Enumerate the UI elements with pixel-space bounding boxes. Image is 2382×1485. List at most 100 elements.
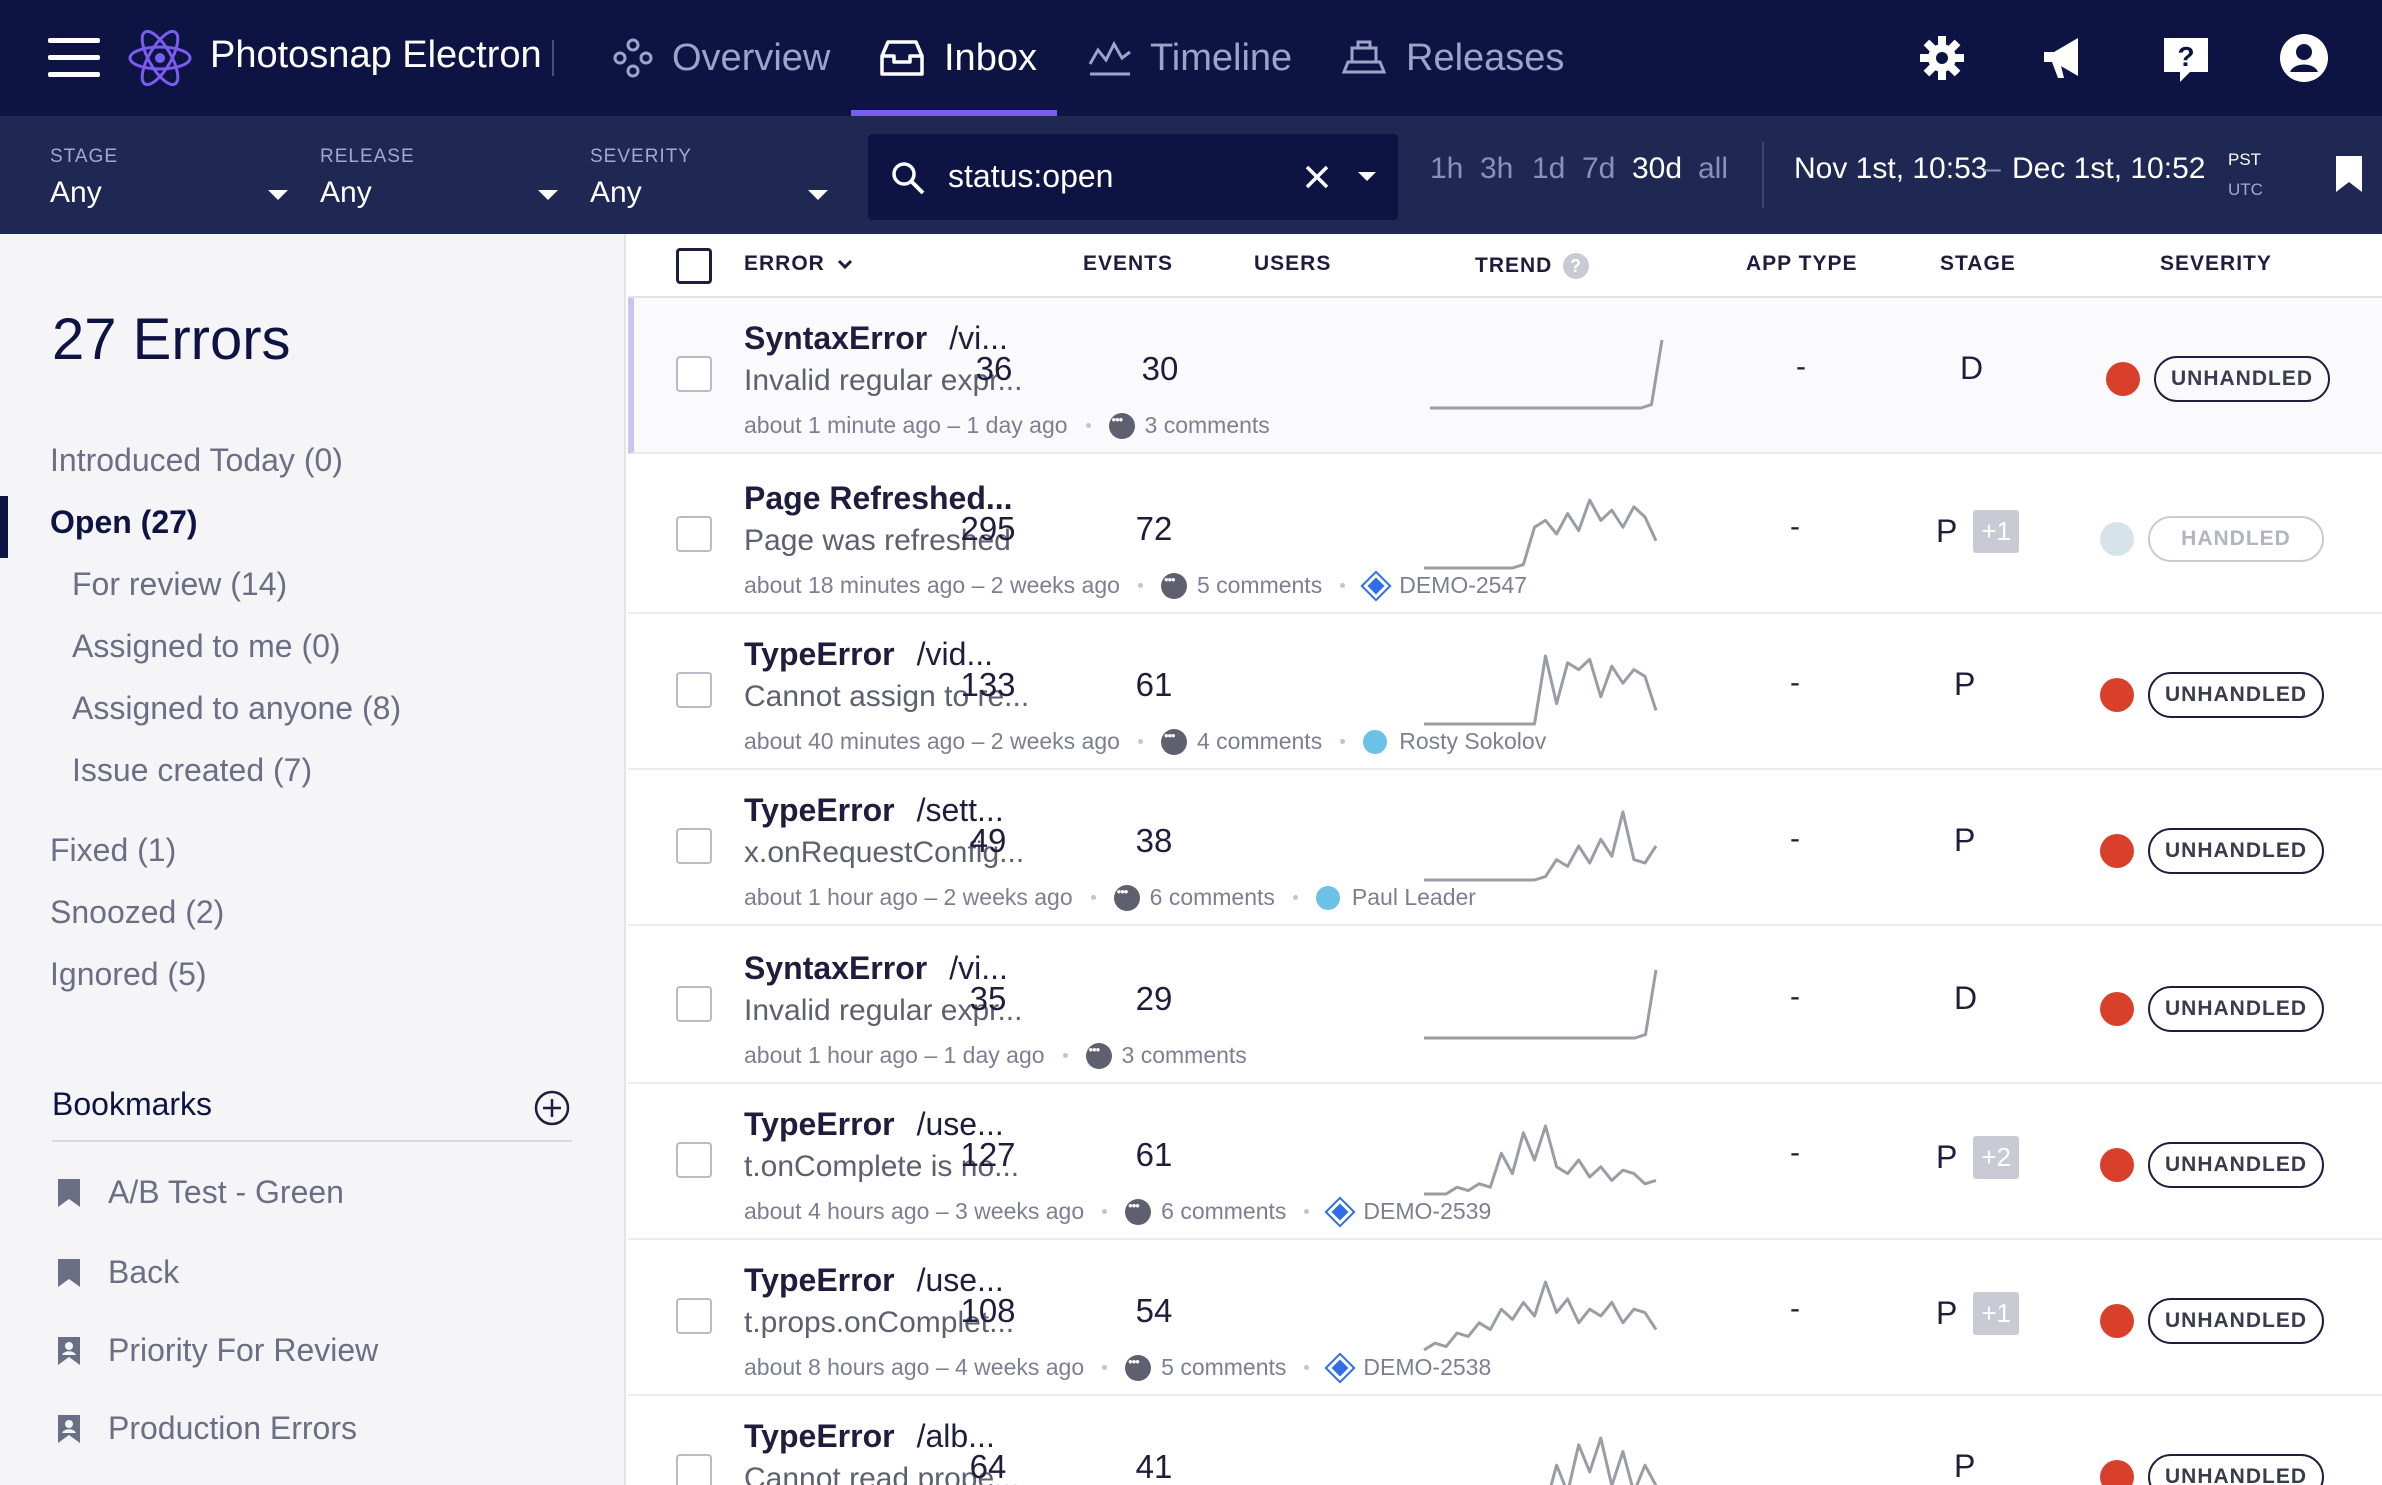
nav-releases-label: Releases [1406,36,1565,79]
chevron-down-icon [837,259,852,270]
assignee-name[interactable]: Paul Leader [1351,884,1476,910]
row-checkbox[interactable] [676,828,712,864]
add-bookmark-icon[interactable] [534,1090,570,1126]
row-checkbox[interactable] [676,1298,712,1334]
comments-count[interactable]: 4 comments [1196,728,1323,754]
stage-extra-badge[interactable]: +2 [1973,1136,2019,1179]
sidebar-item-for-review[interactable]: For review (14) [72,566,288,602]
table-row[interactable]: SyntaxError/vi... Invalid regular expr...… [628,928,2382,1084]
users-count: 38 [1135,822,1173,859]
sidebar-item-open[interactable]: Open (27) [50,504,198,540]
nav-timeline[interactable]: Timeline [1088,0,1292,116]
table-row[interactable]: TypeError/vid... Cannot assign to re... ab… [628,614,2382,770]
megaphone-icon[interactable] [2036,30,2092,86]
sidebar-item-snoozed[interactable]: Snoozed (2) [50,894,225,930]
time-range-30d[interactable]: 30d [1632,152,1683,185]
sidebar-item-introduced-today[interactable]: Introduced Today (0) [50,442,343,478]
time-range-1h[interactable]: 1h [1430,152,1464,185]
meta-separator [1090,895,1096,900]
bookmarks-divider [52,1140,572,1142]
error-title[interactable]: SyntaxError/vi... [744,950,1008,987]
error-meta: about 1 hour ago – 1 day ago 3 comments [744,1042,1247,1069]
app-type-column-header[interactable]: APP TYPE [1746,252,1858,275]
gear-icon[interactable] [1914,30,1970,86]
table-row[interactable]: Page Refreshed... Page was refreshed about… [628,458,2382,614]
comments-count[interactable]: 5 comments [1196,572,1323,598]
sidebar-item-ignored[interactable]: Ignored (5) [50,956,207,992]
stage-extra-badge[interactable]: +1 [1973,510,2019,553]
stage-column-header[interactable]: STAGE [1940,252,2016,275]
sidebar-item-fixed[interactable]: Fixed (1) [50,832,177,868]
comments-count[interactable]: 3 comments [1121,1042,1247,1068]
bookmark-priority-for-review[interactable]: Priority For Review [56,1332,378,1369]
sidebar-item-assigned-to-anyone[interactable]: Assigned to anyone (8) [72,690,402,726]
clear-search-icon[interactable] [1304,164,1330,190]
severity-status-dot [2100,1460,2134,1485]
error-title[interactable]: TypeError/vid... [744,636,993,673]
stage-filter[interactable]: STAGE Any [50,116,290,234]
time-range-3h[interactable]: 3h [1480,152,1514,185]
error-title[interactable]: TypeError/use... [744,1262,1004,1299]
save-bookmark-icon[interactable] [2332,154,2366,194]
time-range-7d[interactable]: 7d [1582,152,1616,185]
timezone-pst[interactable]: PST [2228,150,2262,169]
help-icon[interactable]: ? [2158,30,2214,86]
nav-releases[interactable]: Releases [1340,0,1564,116]
time-range-1d[interactable]: 1d [1532,152,1566,185]
table-row[interactable]: TypeError/alb... Cannot read prope... 64 41… [628,1396,2382,1485]
stage-letter: P [1954,822,1976,858]
stage-value: P [1954,822,1975,859]
bookmark-production-errors[interactable]: Production Errors [56,1410,357,1447]
linked-issue[interactable]: DEMO-2538 [1363,1354,1492,1380]
row-checkbox[interactable] [676,672,712,708]
timezone-utc[interactable]: UTC [2228,180,2263,199]
table-row[interactable]: TypeError/use... t.props.onComplet... abou… [628,1240,2382,1396]
error-title[interactable]: TypeError/alb... [744,1418,995,1455]
users-column-header[interactable]: USERS [1254,252,1332,275]
severity-filter[interactable]: SEVERITY Any [590,116,830,234]
linked-issue[interactable]: DEMO-2539 [1363,1198,1492,1224]
table-row[interactable]: TypeError/use... t.onComplete is no... abo… [628,1084,2382,1240]
time-range-all[interactable]: all [1698,152,1729,185]
date-to[interactable]: Dec 1st, 10:52 [2012,152,2206,185]
error-title[interactable]: TypeError/use... [744,1106,1004,1143]
search-input[interactable]: status:open [868,134,1398,220]
error-title[interactable]: SyntaxError/vi... [744,320,1008,357]
comments-count[interactable]: 3 comments [1144,412,1270,438]
bookmark-ab-test-green[interactable]: A/B Test - Green [56,1174,344,1211]
select-all-checkbox[interactable] [676,248,712,284]
help-icon[interactable]: ? [1562,252,1590,280]
release-filter[interactable]: RELEASE Any [320,116,560,234]
row-checkbox[interactable] [676,986,712,1022]
sidebar-item-assigned-to-me[interactable]: Assigned to me (0) [72,628,341,664]
table-row[interactable]: TypeError/sett... x.onRequestConfig... abo… [628,770,2382,926]
events-column-header[interactable]: EVENTS [1083,252,1174,275]
bookmark-back[interactable]: Back [56,1254,179,1291]
linked-issue[interactable]: DEMO-2547 [1399,572,1528,598]
search-options-chevron-icon[interactable] [1358,172,1376,181]
error-title[interactable]: TypeError/sett... [744,792,1004,829]
date-from[interactable]: Nov 1st, 10:53 [1794,152,1988,185]
comments-count[interactable]: 6 comments [1161,1198,1287,1224]
nav-overview[interactable]: Overview [612,0,830,116]
row-checkbox[interactable] [676,356,712,392]
stage-value: P +2 [1936,1136,2019,1179]
table-row[interactable]: SyntaxError/vi... Invalid regular expr...… [628,298,2382,454]
assignee-name[interactable]: Rosty Sokolov [1399,728,1547,754]
row-checkbox[interactable] [676,1454,712,1485]
row-checkbox[interactable] [676,516,712,552]
app-type-value: - [1790,980,1800,1013]
user-account-icon[interactable] [2276,30,2332,86]
nav-inbox[interactable]: Inbox [878,0,1037,116]
comments-count[interactable]: 5 comments [1161,1354,1287,1380]
users-count: 54 [1135,1292,1173,1329]
sidebar-item-issue-created[interactable]: Issue created (7) [72,752,313,788]
error-column-header[interactable]: ERROR [744,252,853,276]
meta-separator [1085,423,1091,428]
severity-column-header[interactable]: SEVERITY [2160,252,2272,275]
stage-extra-badge[interactable]: +1 [1973,1292,2019,1335]
error-title[interactable]: Page Refreshed... [744,480,1035,517]
comments-count[interactable]: 6 comments [1149,884,1275,910]
hamburger-menu-icon[interactable] [48,38,100,78]
row-checkbox[interactable] [676,1142,712,1178]
